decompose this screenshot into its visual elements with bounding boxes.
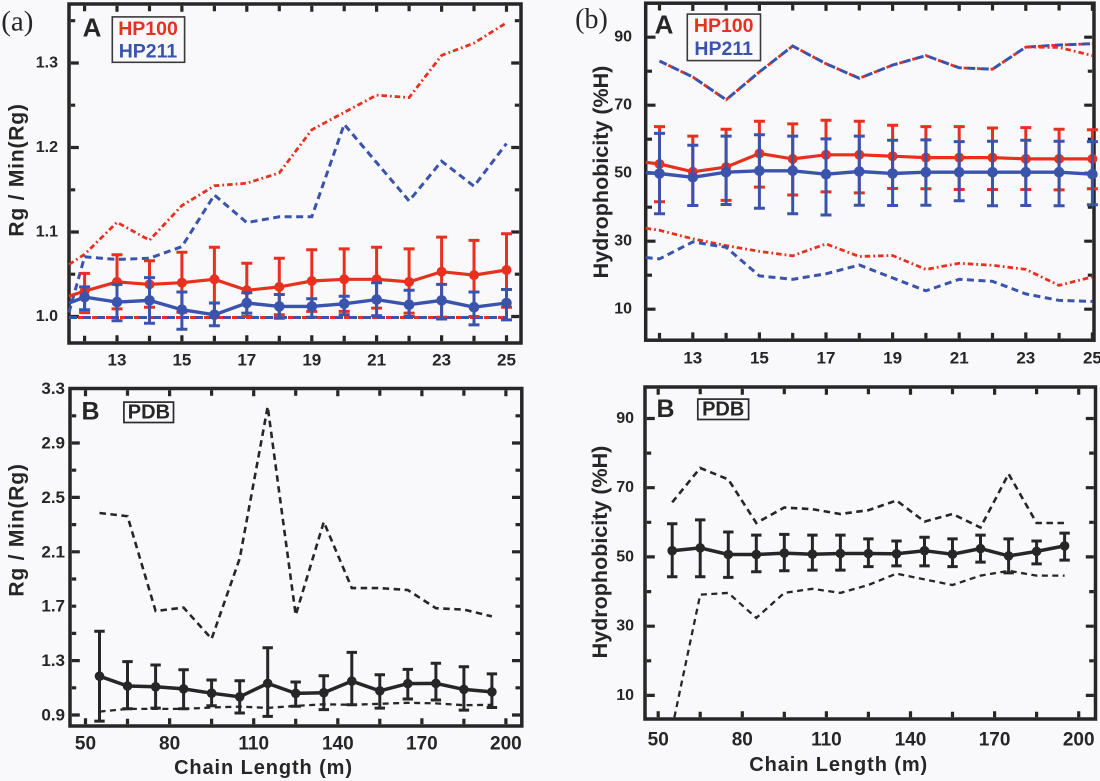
svg-text:A: A [83, 13, 102, 43]
svg-text:Chain Length (m): Chain Length (m) [174, 757, 353, 779]
svg-text:30: 30 [614, 233, 632, 250]
svg-text:Hydrophobicity (%H): Hydrophobicity (%H) [589, 66, 613, 279]
svg-text:140: 140 [322, 734, 354, 755]
svg-text:50: 50 [75, 734, 96, 755]
svg-text:50: 50 [648, 730, 669, 751]
svg-text:140: 140 [895, 730, 927, 751]
svg-text:HP211: HP211 [694, 38, 753, 60]
svg-text:170: 170 [979, 730, 1011, 751]
svg-text:90: 90 [616, 410, 634, 427]
svg-text:200: 200 [1063, 730, 1095, 751]
svg-text:HP100: HP100 [118, 18, 178, 40]
svg-text:90: 90 [614, 29, 632, 46]
svg-text:Rg / Min(Rg): Rg / Min(Rg) [6, 463, 29, 596]
svg-text:PDB: PDB [128, 402, 170, 424]
svg-text:1.2: 1.2 [36, 139, 58, 156]
svg-text:Chain Length (m): Chain Length (m) [749, 754, 928, 776]
svg-text:Hydrophobicity (%H): Hydrophobicity (%H) [588, 446, 612, 659]
svg-text:B: B [81, 398, 99, 426]
svg-text:19: 19 [883, 349, 902, 368]
svg-text:170: 170 [406, 734, 438, 755]
svg-text:80: 80 [159, 734, 180, 755]
svg-text:10: 10 [616, 687, 634, 704]
svg-text:1.3: 1.3 [41, 651, 65, 670]
svg-text:15: 15 [172, 351, 191, 370]
svg-text:2.5: 2.5 [41, 488, 65, 507]
svg-text:(a): (a) [1, 6, 33, 38]
svg-text:2.9: 2.9 [41, 434, 65, 453]
svg-text:19: 19 [302, 351, 321, 370]
svg-text:25: 25 [1083, 349, 1100, 368]
svg-text:A: A [655, 10, 674, 40]
svg-text:3.3: 3.3 [41, 379, 65, 398]
svg-text:Rg / Min(Rg): Rg / Min(Rg) [6, 103, 29, 236]
svg-text:13: 13 [108, 351, 127, 370]
svg-text:70: 70 [614, 97, 632, 114]
svg-text:21: 21 [950, 349, 969, 368]
svg-text:1.0: 1.0 [36, 308, 58, 325]
svg-text:110: 110 [811, 730, 842, 751]
svg-text:1.3: 1.3 [36, 55, 58, 72]
svg-text:25: 25 [497, 351, 516, 370]
svg-text:21: 21 [367, 351, 386, 370]
svg-text:PDB: PDB [702, 399, 744, 421]
svg-text:HP211: HP211 [119, 41, 178, 63]
svg-text:50: 50 [614, 165, 632, 182]
svg-text:1.7: 1.7 [41, 597, 65, 616]
svg-text:70: 70 [616, 479, 634, 496]
svg-text:30: 30 [616, 618, 634, 635]
svg-text:23: 23 [1016, 349, 1035, 368]
svg-text:10: 10 [614, 301, 632, 318]
svg-text:23: 23 [432, 351, 451, 370]
svg-text:13: 13 [683, 349, 702, 368]
svg-text:50: 50 [616, 548, 634, 565]
svg-text:0.9: 0.9 [41, 706, 65, 725]
svg-text:2.1: 2.1 [41, 542, 65, 561]
svg-text:15: 15 [750, 349, 769, 368]
svg-text:(b): (b) [575, 4, 608, 35]
svg-text:17: 17 [237, 351, 256, 370]
svg-text:B: B [656, 395, 674, 423]
svg-text:17: 17 [817, 349, 836, 368]
svg-text:1.1: 1.1 [36, 224, 58, 241]
svg-text:HP100: HP100 [694, 15, 754, 37]
svg-text:110: 110 [238, 734, 269, 755]
svg-text:80: 80 [732, 730, 753, 751]
svg-text:200: 200 [490, 734, 522, 755]
